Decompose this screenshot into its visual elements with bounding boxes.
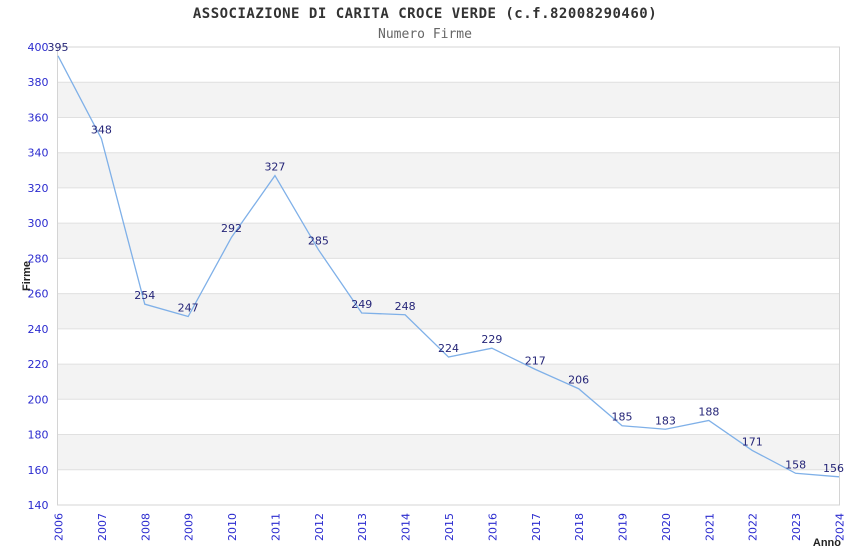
x-tick-label: 2007 [96, 513, 109, 541]
y-tick-label: 320 [28, 182, 49, 195]
data-point-label: 292 [221, 222, 242, 235]
y-tick-label: 340 [28, 147, 49, 160]
data-point-label: 249 [351, 298, 372, 311]
plot-band [57, 293, 840, 329]
data-point-label: 254 [134, 289, 155, 302]
trend-line [57, 55, 840, 478]
x-tick-label: 2010 [226, 513, 239, 541]
data-point-label: 183 [655, 414, 676, 427]
data-point-label: 206 [568, 374, 589, 387]
data-point-label: 224 [438, 342, 459, 355]
x-tick-label: 2017 [530, 513, 543, 541]
x-tick-label: 2011 [269, 513, 282, 541]
x-tick-label: 2008 [139, 513, 152, 541]
data-point-label: 188 [698, 405, 719, 418]
x-tick-label: 2006 [53, 513, 66, 541]
data-point-label: 229 [481, 333, 502, 346]
x-tick-label: 2019 [617, 513, 630, 541]
plot-band [57, 152, 840, 188]
y-tick-label: 180 [28, 429, 49, 442]
x-tick-label: 2024 [834, 513, 847, 541]
x-tick-label: 2020 [660, 513, 673, 541]
x-tick-label: 2015 [443, 513, 456, 541]
y-tick-label: 260 [28, 288, 49, 301]
data-point-label: 217 [525, 354, 546, 367]
y-tick-label: 360 [28, 111, 49, 124]
y-tick-label: 280 [28, 252, 49, 265]
x-tick-label: 2023 [790, 513, 803, 541]
data-point-label: 327 [264, 161, 285, 174]
plot-dynamic-layer: 140 160 180 200 220 240 260 280 300 320 340 360 380 4… [28, 41, 847, 541]
x-tick-label: 2016 [486, 513, 499, 541]
data-point-label: 248 [395, 300, 416, 313]
x-tick-label: 2022 [747, 513, 760, 541]
chart-title: ASSOCIAZIONE DI CARITA CROCE VERDE (c.f.… [192, 6, 658, 22]
x-tick-label: 2009 [183, 513, 196, 541]
data-point-label: 395 [48, 41, 69, 54]
data-point-label: 156 [823, 462, 844, 475]
plot-band [57, 364, 840, 400]
x-tick-label: 2012 [313, 513, 326, 541]
data-point-label: 185 [612, 411, 633, 424]
plot-band [57, 223, 840, 259]
x-tick-label: 2018 [573, 513, 586, 541]
y-tick-label: 200 [28, 393, 49, 406]
x-tick-label: 2013 [356, 513, 369, 541]
y-tick-label: 160 [28, 464, 49, 477]
x-axis-label: Anno [813, 537, 841, 549]
data-point-label: 285 [308, 235, 329, 248]
data-point-label: 247 [178, 302, 199, 315]
data-point-label: 171 [742, 435, 763, 448]
y-axis-label: Firme [21, 261, 33, 291]
plot-border [57, 46, 840, 506]
y-tick-label: 240 [28, 323, 49, 336]
y-tick-label: 220 [28, 358, 49, 371]
data-point-label: 158 [785, 458, 806, 471]
plot-band [57, 434, 840, 470]
chart-subtitle: Numero Firme [378, 27, 472, 42]
y-tick-label: 380 [28, 76, 49, 89]
plot-band [57, 82, 840, 118]
data-point-label: 348 [91, 124, 112, 137]
y-tick-label: 300 [28, 217, 49, 230]
y-tick-label: 140 [28, 499, 49, 512]
y-tick-label: 400 [28, 41, 49, 54]
x-tick-label: 2021 [703, 513, 716, 541]
x-tick-label: 2014 [400, 513, 413, 541]
